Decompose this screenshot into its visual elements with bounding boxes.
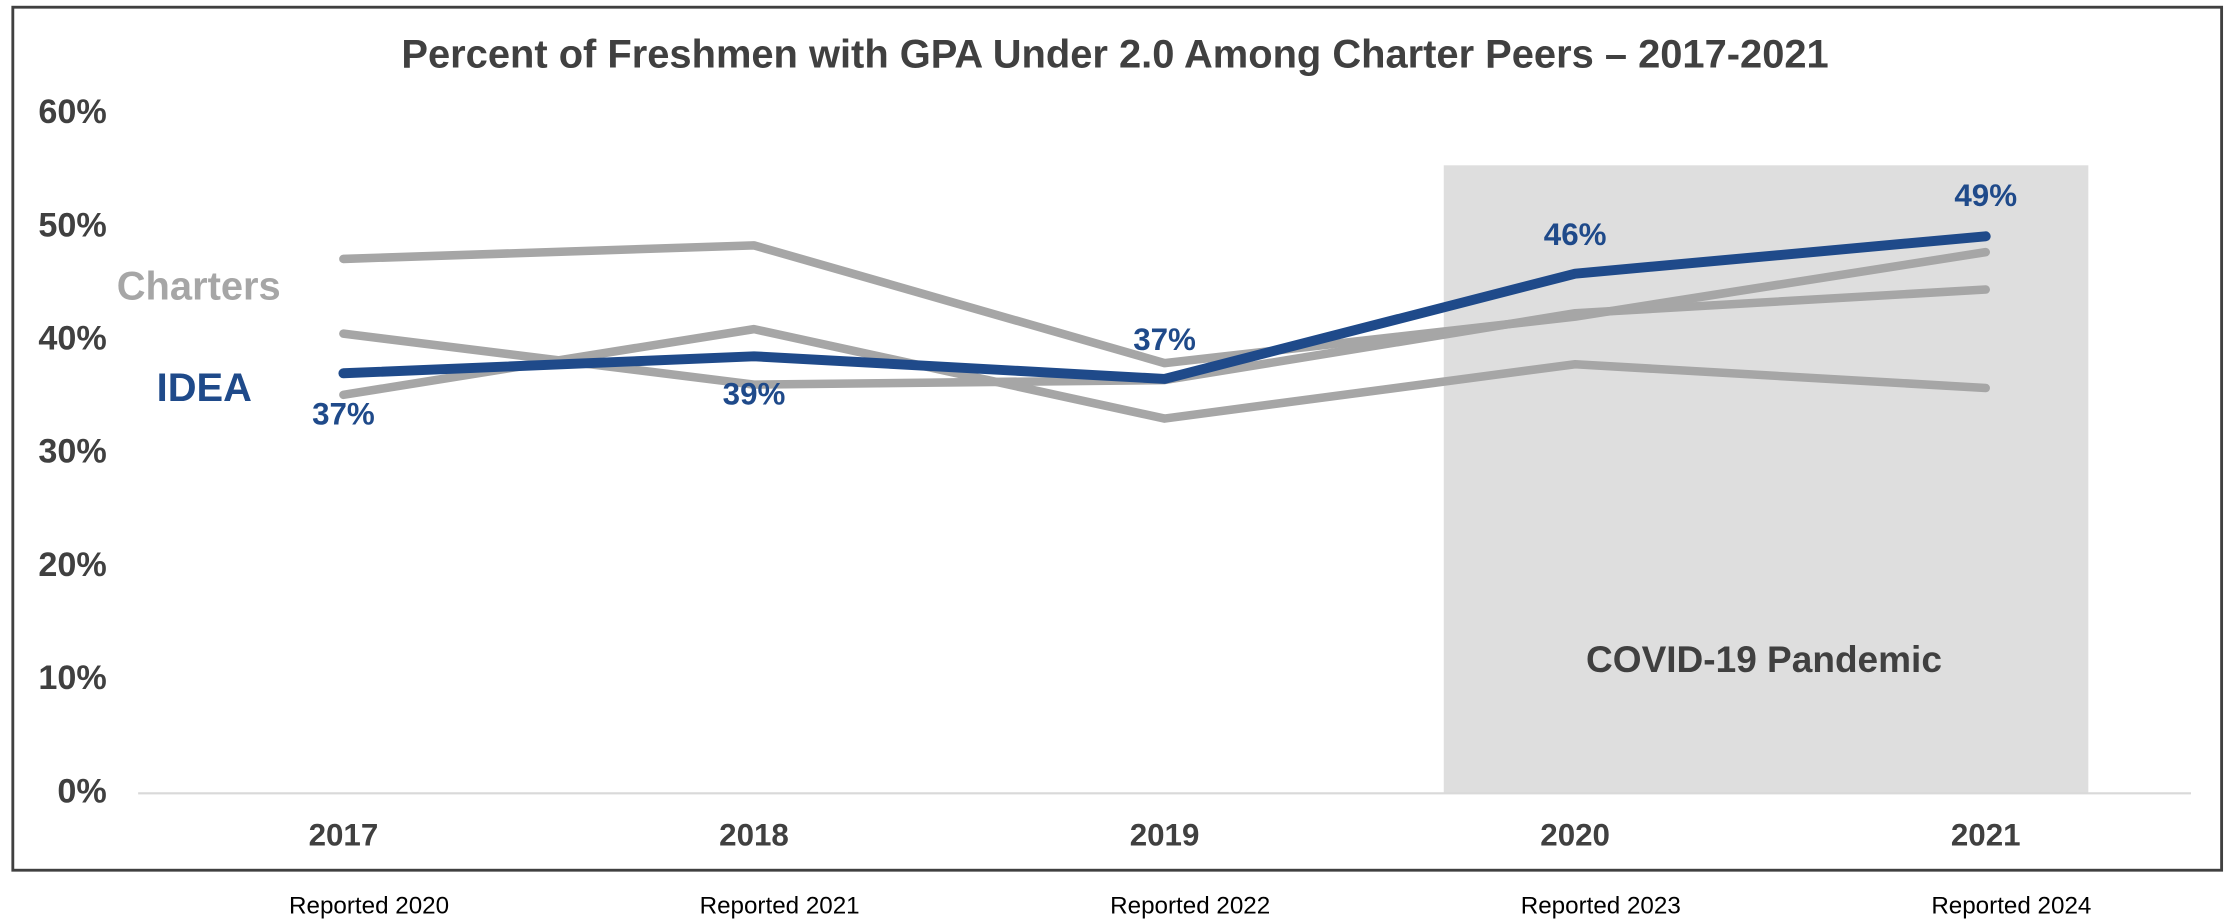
x-sub-label: Reported 2020 xyxy=(289,893,449,920)
x-sub-label: Reported 2024 xyxy=(1931,893,2091,920)
x-sub-label: Reported 2021 xyxy=(700,893,860,920)
x-sub-label: Reported 2023 xyxy=(1521,893,1681,920)
x-tick-label: 2017 xyxy=(309,818,379,853)
y-tick-label: 50% xyxy=(38,206,106,244)
data-label: 39% xyxy=(723,376,786,411)
legend-label: Charters xyxy=(117,265,281,309)
frame xyxy=(11,5,2224,872)
covid-shade xyxy=(1443,165,2089,794)
series-line xyxy=(339,324,1990,423)
series-line xyxy=(339,241,1990,368)
legend-label: IDEA xyxy=(157,366,252,410)
y-tick-label: 40% xyxy=(38,319,106,357)
y-tick-label: 20% xyxy=(38,546,106,584)
x-tick-label: 2019 xyxy=(1130,818,1200,853)
annotation: COVID-19 Pandemic xyxy=(1586,638,1942,680)
data-label: 37% xyxy=(312,396,375,431)
y-tick-label: 10% xyxy=(38,659,106,697)
x-tick-label: 2021 xyxy=(1951,818,2021,853)
y-tick-label: 60% xyxy=(38,93,106,131)
series-line xyxy=(338,231,1991,384)
y-tick-label: 30% xyxy=(38,433,106,471)
chart-title: Percent of Freshmen with GPA Under 2.0 A… xyxy=(401,33,1828,77)
data-label: 46% xyxy=(1544,217,1607,252)
x-sub-label: Reported 2022 xyxy=(1110,893,1270,920)
data-label: 49% xyxy=(1954,178,2017,213)
x-tick-label: 2020 xyxy=(1540,818,1610,853)
data-label: 37% xyxy=(1133,322,1196,357)
x-tick-label: 2018 xyxy=(719,818,789,853)
y-tick-label: 0% xyxy=(57,772,106,810)
